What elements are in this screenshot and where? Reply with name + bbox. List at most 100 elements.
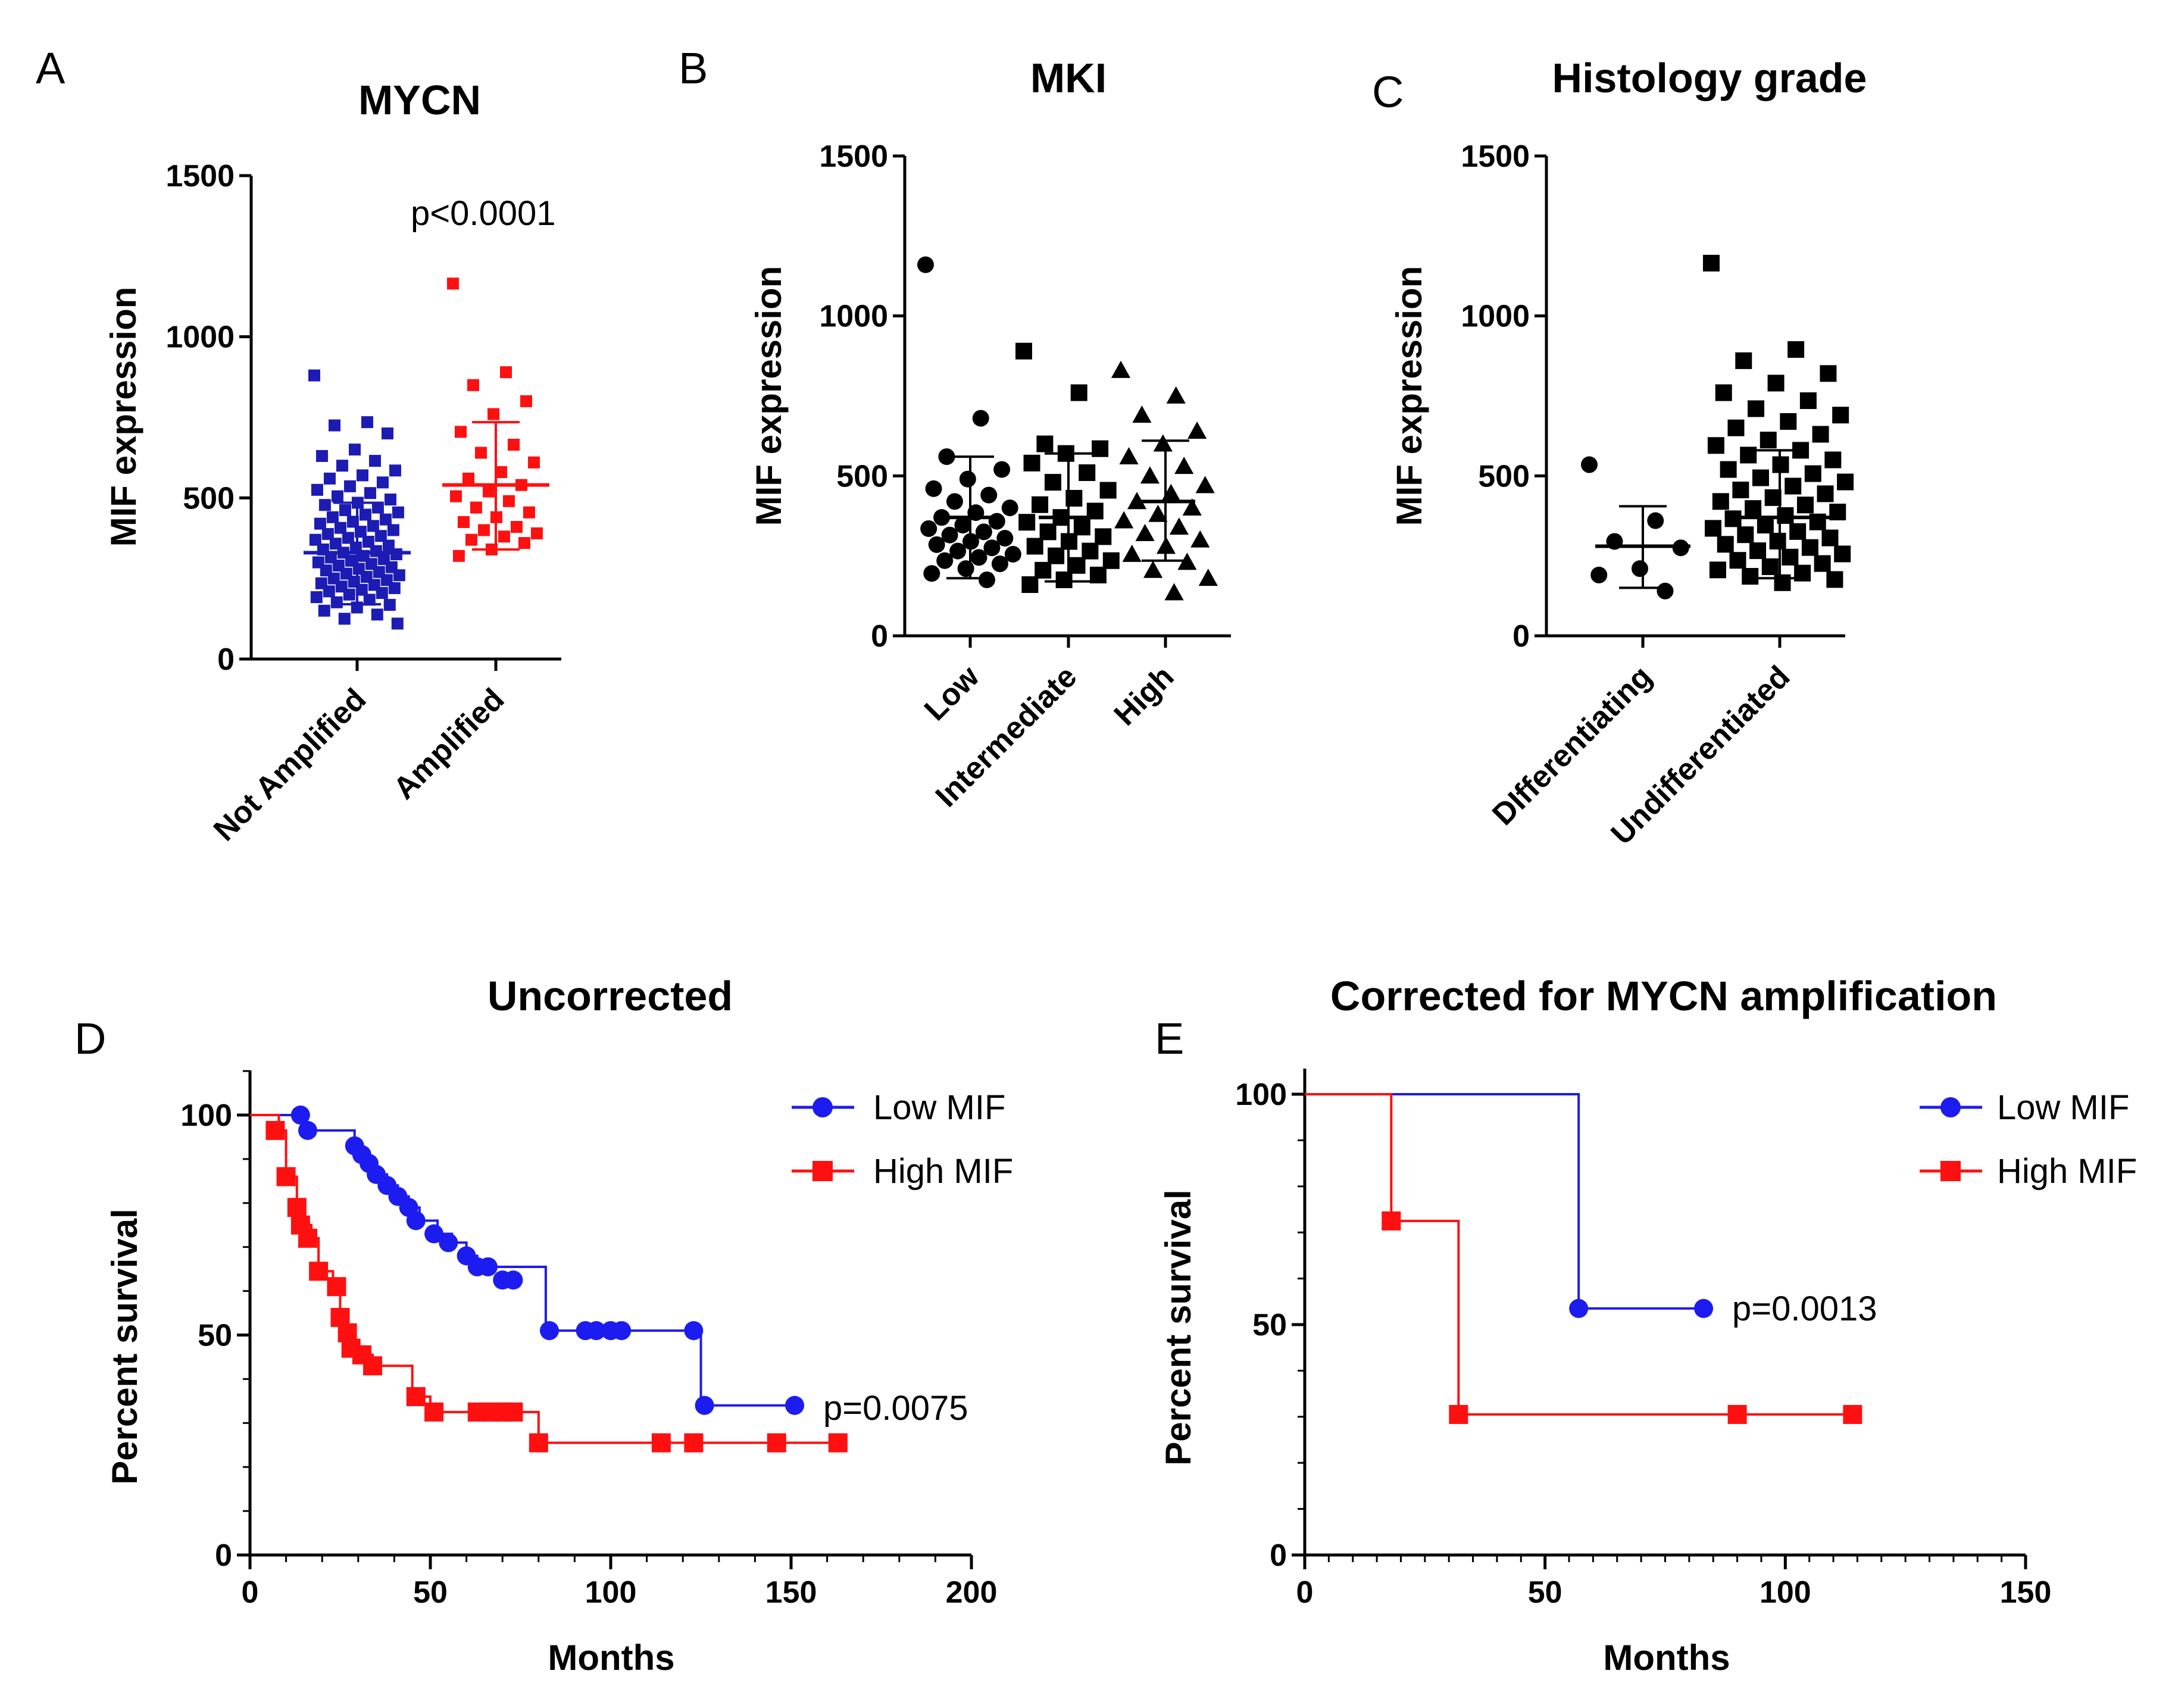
- panel-e: E Corrected for MYCN amplification Perce…: [1155, 973, 2137, 1678]
- point-low: [991, 555, 1008, 573]
- point-not-amplified: [362, 535, 374, 548]
- point-intermediate: [1032, 496, 1049, 513]
- point-low: [980, 486, 998, 504]
- panel-c: C Histology grade MIF expression 0 500 100…: [1372, 55, 1867, 851]
- point-intermediate: [1035, 561, 1052, 579]
- point-undifferentiated: [1740, 446, 1757, 464]
- point-high: [1174, 457, 1194, 474]
- point-high: [1153, 434, 1173, 452]
- point-intermediate: [1070, 384, 1087, 401]
- point-low: [941, 526, 958, 544]
- point-not-amplified: [361, 416, 373, 429]
- x-tick-label-50: 50: [413, 1575, 448, 1610]
- point-undifferentiated: [1737, 526, 1754, 544]
- censor-mark-high-mif: [828, 1433, 848, 1453]
- panel-b-category-high: High: [1108, 659, 1181, 732]
- point-intermediate: [1079, 464, 1096, 481]
- censor-mark-low-mif: [1569, 1298, 1589, 1318]
- panel-c-title: Histology grade: [1552, 55, 1867, 101]
- point-not-amplified: [323, 472, 336, 485]
- censor-mark-high-mif: [406, 1387, 426, 1406]
- point-undifferentiated: [1742, 568, 1759, 585]
- point-differentiating: [1657, 582, 1674, 599]
- point-intermediate: [1092, 440, 1109, 457]
- point-intermediate: [1044, 474, 1061, 491]
- point-high: [1198, 569, 1218, 586]
- point-amplified: [498, 530, 510, 543]
- panel-d-pvalue: p=0.0075: [823, 1389, 968, 1428]
- point-undifferentiated: [1761, 558, 1779, 575]
- point-not-amplified: [310, 591, 323, 604]
- point-undifferentiated: [1757, 517, 1774, 534]
- censor-mark-high-mif: [327, 1277, 346, 1297]
- point-high: [1135, 523, 1155, 541]
- point-high: [1187, 421, 1207, 439]
- panel-label-d: D: [74, 1014, 106, 1063]
- point-low: [959, 470, 976, 488]
- point-not-amplified: [334, 522, 346, 534]
- point-differentiating: [1647, 512, 1664, 529]
- point-not-amplified: [368, 455, 381, 467]
- panel-a-title: MYCN: [358, 77, 481, 123]
- censor-mark-low-mif: [612, 1321, 632, 1341]
- point-undifferentiated: [1826, 571, 1843, 588]
- point-undifferentiated: [1752, 469, 1769, 486]
- y-tick-label-0: 0: [871, 619, 888, 654]
- y-tick-label-1000: 1000: [1461, 299, 1530, 334]
- point-high: [1132, 405, 1152, 423]
- point-high: [1169, 517, 1189, 535]
- point-not-amplified: [355, 583, 368, 596]
- point-not-amplified: [371, 608, 383, 621]
- censor-mark-high-mif: [1382, 1211, 1401, 1231]
- x-tick-label-0: 0: [242, 1575, 259, 1610]
- point-low: [949, 542, 967, 560]
- censor-mark-low-mif: [504, 1270, 523, 1290]
- censor-mark-high-mif: [309, 1262, 329, 1281]
- point-amplified: [499, 366, 512, 379]
- point-not-amplified: [315, 449, 328, 462]
- point-not-amplified: [348, 444, 361, 456]
- point-amplified: [474, 446, 487, 459]
- point-high: [1114, 511, 1134, 529]
- point-high: [1166, 386, 1186, 404]
- y-tick-label-0: 0: [1270, 1538, 1287, 1573]
- point-not-amplified: [359, 508, 371, 521]
- point-undifferentiated: [1774, 574, 1791, 591]
- point-amplified: [447, 277, 459, 290]
- point-undifferentiated: [1749, 542, 1767, 560]
- point-undifferentiated: [1715, 384, 1732, 401]
- point-intermediate: [1068, 557, 1086, 574]
- censor-mark-high-mif: [1727, 1404, 1747, 1424]
- point-high: [1182, 498, 1202, 516]
- point-not-amplified: [336, 460, 348, 472]
- point-low: [936, 552, 954, 569]
- point-undifferentiated: [1817, 485, 1834, 502]
- point-not-amplified: [346, 516, 359, 528]
- point-not-amplified: [309, 533, 321, 546]
- point-not-amplified: [311, 483, 323, 496]
- panel-e-title: Corrected for MYCN amplification: [1330, 973, 1997, 1019]
- x-tick-label-0: 0: [1296, 1575, 1314, 1610]
- point-undifferentiated: [1820, 365, 1837, 382]
- censor-mark-high-mif: [298, 1228, 317, 1248]
- panel-a-pvalue: p<0.0001: [411, 194, 556, 233]
- y-tick-label-500: 500: [183, 481, 235, 516]
- y-tick-label-100: 100: [1235, 1078, 1287, 1112]
- point-high: [1143, 560, 1163, 578]
- point-differentiating: [1631, 560, 1648, 577]
- point-not-amplified: [330, 596, 343, 608]
- point-not-amplified: [321, 527, 334, 540]
- point-not-amplified: [343, 480, 356, 492]
- censor-mark-high-mif: [504, 1402, 523, 1422]
- censor-mark-high-mif: [276, 1167, 296, 1186]
- point-amplified: [523, 506, 535, 519]
- point-undifferentiated: [1732, 481, 1749, 498]
- y-tick-label-500: 500: [836, 459, 888, 494]
- point-not-amplified: [392, 506, 404, 519]
- panel-b-title: MKI: [1030, 55, 1107, 101]
- point-high: [1190, 530, 1210, 548]
- point-not-amplified: [391, 617, 404, 630]
- point-undifferentiated: [1735, 352, 1752, 369]
- point-low: [923, 565, 940, 582]
- point-not-amplified: [356, 469, 368, 482]
